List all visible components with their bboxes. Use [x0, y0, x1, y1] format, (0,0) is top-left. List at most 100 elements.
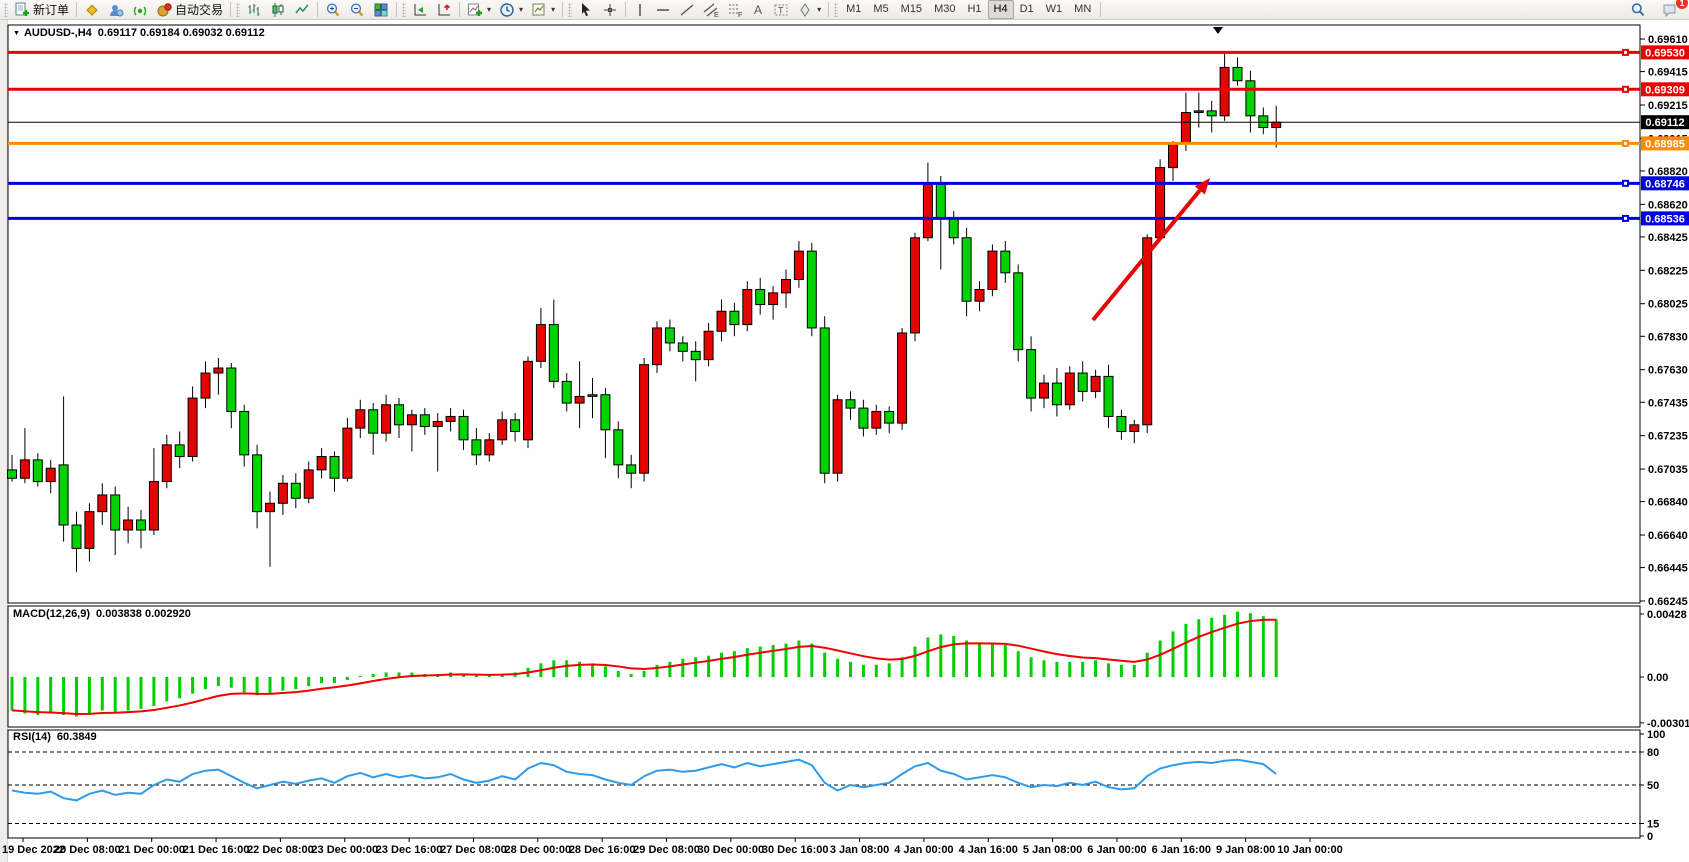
- bar-chart-button[interactable]: [242, 0, 266, 20]
- svg-text:3 Jan 08:00: 3 Jan 08:00: [830, 844, 889, 856]
- ohlc-values: 0.69117 0.69184 0.69032 0.69112: [97, 27, 265, 39]
- svg-text:0.68225: 0.68225: [1648, 265, 1688, 277]
- svg-text:20 Dec 08:00: 20 Dec 08:00: [54, 844, 121, 856]
- svg-text:0.66640: 0.66640: [1648, 530, 1688, 542]
- vertical-line-button[interactable]: [629, 0, 651, 20]
- tab-timeframe-m15[interactable]: M15: [900, 3, 923, 15]
- chart-shift-icon: [438, 3, 451, 15]
- svg-text:80: 80: [1647, 747, 1659, 759]
- bar-chart-icon: [248, 3, 260, 16]
- text-label-icon: T: [774, 4, 788, 15]
- market-watch-icon: [86, 3, 98, 16]
- svg-text:0.00: 0.00: [1647, 672, 1668, 684]
- zoom-in-button[interactable]: [321, 0, 345, 20]
- svg-text:19 Dec 2022: 19 Dec 2022: [2, 844, 65, 856]
- new-order-label: 新订单: [33, 3, 70, 17]
- indicators-button[interactable]: ▾: [463, 0, 495, 20]
- svg-text:28 Dec 16:00: 28 Dec 16:00: [569, 844, 636, 856]
- tab-timeframe-d1[interactable]: D1: [1019, 3, 1034, 15]
- svg-text:0.68425: 0.68425: [1648, 232, 1688, 244]
- text-button[interactable]: A: [747, 0, 769, 20]
- chart-header: ▼ AUDUSD-,H4 0.69117 0.69184 0.69032 0.691…: [13, 27, 265, 39]
- svg-text:50: 50: [1647, 780, 1659, 792]
- signals-button[interactable]: [128, 0, 152, 20]
- tab-timeframe-h1[interactable]: H1: [967, 3, 982, 15]
- toolbar-grip[interactable]: [4, 2, 8, 17]
- svg-text:6 Jan 16:00: 6 Jan 16:00: [1152, 844, 1211, 856]
- svg-text:0.68820: 0.68820: [1648, 166, 1688, 178]
- toolbar-grip[interactable]: [568, 2, 573, 17]
- tab-timeframe-h4[interactable]: H4: [987, 0, 1014, 19]
- svg-text:23 Dec 16:00: 23 Dec 16:00: [376, 844, 443, 856]
- toolbar-grip[interactable]: [236, 2, 241, 17]
- svg-text:22 Dec 08:00: 22 Dec 08:00: [247, 844, 314, 856]
- tab-timeframe-m5[interactable]: M5: [873, 3, 889, 15]
- svg-text:0.68985: 0.68985: [1645, 138, 1685, 150]
- svg-text:0.68746: 0.68746: [1645, 178, 1685, 190]
- separator: [625, 2, 627, 17]
- svg-text:0.66245: 0.66245: [1648, 596, 1688, 608]
- cursor-button[interactable]: [574, 0, 598, 20]
- svg-text:0.69415: 0.69415: [1648, 67, 1688, 79]
- svg-text:30 Dec 16:00: 30 Dec 16:00: [762, 844, 829, 856]
- auto-scroll-button[interactable]: [408, 0, 432, 20]
- tile-windows-icon: [374, 3, 388, 16]
- notifications-button[interactable]: 1: [1658, 0, 1688, 20]
- zoom-in-icon: [326, 2, 340, 16]
- templates-icon: [532, 3, 545, 15]
- equidistant-channel-button[interactable]: E: [699, 0, 723, 20]
- periodicity-button[interactable]: ▾: [495, 0, 527, 20]
- chart-shift-button[interactable]: [432, 0, 456, 20]
- templates-button[interactable]: ▾: [527, 0, 559, 20]
- svg-text:15: 15: [1647, 819, 1659, 831]
- tab-timeframe-w1[interactable]: W1: [1045, 3, 1063, 15]
- svg-text:0.67435: 0.67435: [1648, 397, 1688, 409]
- crosshair-icon: [604, 3, 617, 16]
- horizontal-line-button[interactable]: [651, 0, 675, 20]
- crosshair-button[interactable]: [598, 0, 622, 20]
- chart-dropdown-icon[interactable]: ▼: [13, 30, 20, 37]
- trendline-button[interactable]: [675, 0, 699, 20]
- tab-timeframe-m1[interactable]: M1: [846, 3, 862, 15]
- autotrading-button[interactable]: 自动交易: [152, 0, 227, 20]
- svg-text:-0.003018: -0.003018: [1647, 718, 1689, 730]
- svg-text:0.68620: 0.68620: [1648, 199, 1688, 211]
- svg-text:0.00428: 0.00428: [1647, 609, 1687, 621]
- svg-text:28 Dec 00:00: 28 Dec 00:00: [504, 844, 571, 856]
- tab-timeframe-mn[interactable]: MN: [1074, 3, 1092, 15]
- line-chart-button[interactable]: [290, 0, 314, 20]
- market-watch-button[interactable]: [80, 0, 104, 20]
- arrows-button[interactable]: ▾: [793, 0, 825, 20]
- candlestick-button[interactable]: [266, 0, 290, 20]
- tile-windows-button[interactable]: [369, 0, 393, 20]
- svg-text:E: E: [714, 12, 719, 18]
- svg-text:0: 0: [1647, 831, 1653, 843]
- separator: [230, 2, 232, 17]
- autotrading-label: 自动交易: [175, 3, 224, 17]
- svg-text:0.66445: 0.66445: [1648, 563, 1688, 575]
- svg-text:0.68536: 0.68536: [1645, 213, 1685, 225]
- new-order-button[interactable]: 新订单: [10, 0, 73, 20]
- tab-timeframe-m30[interactable]: M30: [934, 3, 956, 15]
- chevron-down-icon: ▾: [551, 5, 556, 14]
- svg-text:4 Jan 00:00: 4 Jan 00:00: [894, 844, 953, 856]
- data-window-button[interactable]: [104, 0, 128, 20]
- separator: [562, 2, 564, 17]
- fibonacci-icon: F: [729, 4, 742, 18]
- svg-text:0.67630: 0.67630: [1648, 365, 1688, 377]
- trendline-icon: [680, 3, 694, 16]
- text-icon: A: [754, 3, 762, 17]
- zoom-out-button[interactable]: [345, 0, 369, 20]
- search-button[interactable]: [1626, 0, 1650, 20]
- zoom-out-icon: [350, 2, 364, 16]
- svg-text:5 Jan 08:00: 5 Jan 08:00: [1023, 844, 1082, 856]
- rsi-value: 60.3849: [56, 731, 97, 743]
- text-label-button[interactable]: T: [769, 0, 793, 20]
- toolbar-grip[interactable]: [834, 2, 839, 17]
- chevron-down-icon: ▾: [487, 5, 492, 14]
- svg-text:21 Dec 00:00: 21 Dec 00:00: [118, 844, 185, 856]
- toolbar-grip[interactable]: [402, 2, 407, 17]
- fibonacci-button[interactable]: F: [723, 0, 747, 20]
